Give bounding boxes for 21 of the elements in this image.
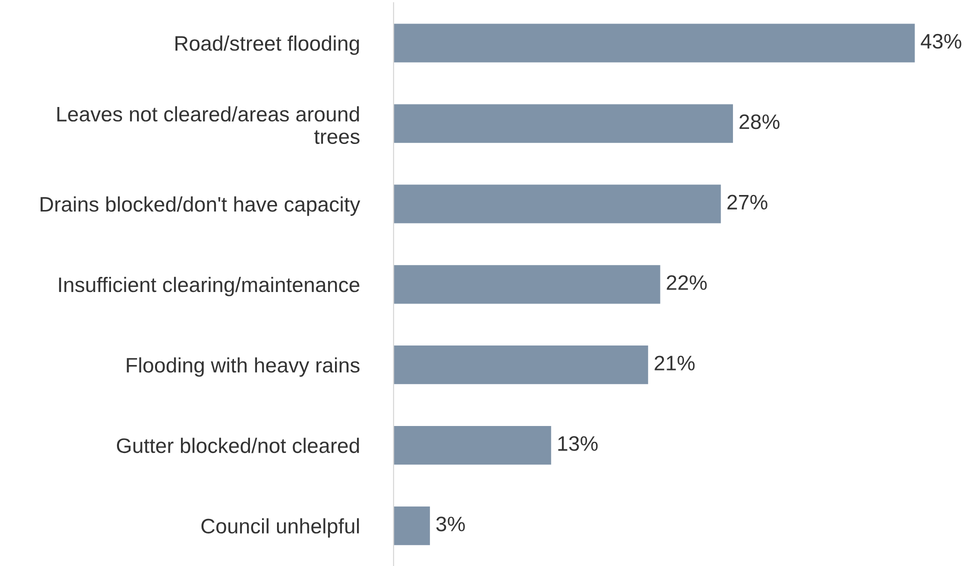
bar: [394, 506, 430, 546]
bar: [394, 184, 721, 224]
bar: [394, 346, 648, 384]
bar: [394, 426, 552, 465]
data-label: 43%: [920, 34, 962, 49]
bar: [394, 24, 915, 62]
y-tick-label: Insufficient clearing/maintenance: [59, 276, 360, 296]
data-label: 21%: [654, 356, 695, 370]
y-tick-label: Council unhelpful: [201, 518, 359, 538]
data-label: 3%: [436, 516, 465, 532]
data-label: 28%: [740, 114, 780, 130]
y-tick-label: Flooding with heavy rains: [126, 357, 360, 377]
y-tick-label: Gutter blocked/not cleared: [116, 438, 359, 454]
bar: [394, 104, 733, 143]
y-tick-label: Road/street flooding: [175, 36, 359, 55]
y-tick-label: Leaves not cleared/areas around trees: [57, 106, 360, 144]
data-label: 27%: [727, 194, 768, 210]
y-tick-label: Drains blocked/don't have capacity: [40, 196, 360, 216]
bar: [394, 265, 660, 304]
data-label: 22%: [666, 275, 707, 290]
data-label: 13%: [558, 436, 598, 451]
